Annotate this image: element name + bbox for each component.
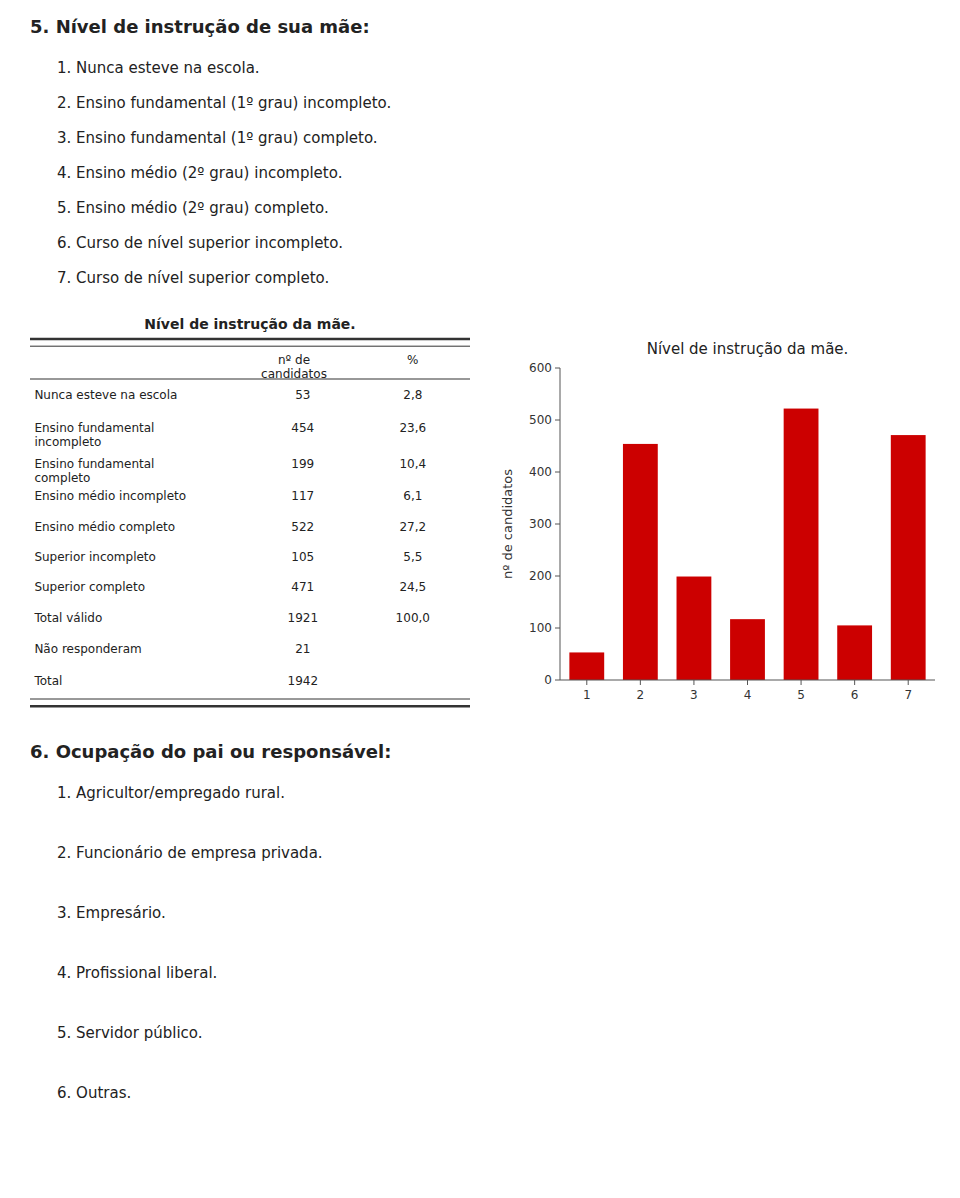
table-rule	[30, 378, 470, 379]
x-tick	[854, 680, 855, 685]
question-item: 6. Outras.	[57, 1084, 131, 1102]
bar	[837, 625, 872, 680]
question-item: 1. Agricultor/empregado rural.	[57, 784, 285, 802]
y-tick-label: 600	[529, 361, 552, 375]
table-cell: Superior completo	[34, 580, 145, 594]
table-cell: Nunca esteve na escola	[34, 388, 177, 402]
x-tick-label: 2	[637, 688, 645, 702]
background	[0, 0, 960, 1198]
table-cell: 27,2	[399, 520, 426, 534]
x-tick	[640, 680, 641, 685]
bar	[569, 652, 604, 680]
table-cell: 2,8	[403, 388, 422, 402]
y-tick-label: 400	[529, 465, 552, 479]
y-tick	[555, 628, 560, 629]
table-cell: Não responderam	[34, 642, 141, 656]
x-tick-label: 7	[904, 688, 912, 702]
bar	[891, 435, 926, 680]
y-tick	[555, 680, 560, 681]
x-tick-label: 3	[690, 688, 698, 702]
x-tick	[908, 680, 909, 685]
table-cell: 23,6	[399, 421, 426, 435]
table-cell: 53	[295, 388, 310, 402]
y-tick	[555, 472, 560, 473]
table-cell: 1921	[288, 611, 319, 625]
question-item: 4. Profissional liberal.	[57, 964, 217, 982]
bar	[677, 577, 712, 680]
table-cell: Ensino fundamentalcompleto	[34, 457, 154, 485]
y-tick-label: 0	[544, 673, 552, 687]
table-cell: 1942	[288, 674, 319, 688]
table-cell: 454	[291, 421, 314, 435]
table-cell: 10,4	[399, 457, 426, 471]
question: 6. Ocupação do pai ou responsável: 1. Agr…	[30, 741, 391, 1102]
question: 5. Nível de instrução de sua mãe: 1. Nunc…	[30, 16, 391, 287]
table: Nível de instrução da mãe. nº decandidato…	[30, 316, 470, 706]
page: 5. Nível de instrução de sua mãe: 1. Nunc…	[0, 0, 960, 1198]
question-title: 5. Nível de instrução de sua mãe:	[30, 16, 370, 37]
question-title: 6. Ocupação do pai ou responsável:	[30, 741, 391, 762]
x-tick	[693, 680, 694, 685]
table-rule	[30, 705, 470, 708]
x-tick-label: 5	[797, 688, 805, 702]
table-cell: 471	[291, 580, 314, 594]
table-rule	[30, 699, 470, 700]
table-cell: Total válido	[33, 611, 102, 625]
y-tick-label: 200	[529, 569, 552, 583]
question-item: 4. Ensino médio (2º grau) incompleto.	[57, 164, 342, 182]
table-cell: 24,5	[399, 580, 426, 594]
question-item: 6. Curso de nível superior incompleto.	[57, 234, 343, 252]
question-item: 3. Empresário.	[57, 904, 166, 922]
question-item: 7. Curso de nível superior completo.	[57, 269, 329, 287]
question-item: 2. Funcionário de empresa privada.	[57, 844, 323, 862]
y-tick	[555, 368, 560, 369]
question-item: 5. Servidor público.	[57, 1024, 203, 1042]
table-cell: Superior incompleto	[34, 550, 156, 564]
y-tick	[555, 524, 560, 525]
table-rule	[30, 346, 470, 347]
question-item: 1. Nunca esteve na escola.	[57, 59, 260, 77]
chart-title: Nível de instrução da mãe.	[647, 340, 849, 358]
question-item: 5. Ensino médio (2º grau) completo.	[57, 199, 329, 217]
x-tick-label: 4	[744, 688, 752, 702]
y-tick-label: 300	[529, 517, 552, 531]
y-tick	[555, 420, 560, 421]
table-cell: 100,0	[396, 611, 430, 625]
bars	[569, 409, 925, 680]
table-title: Nível de instrução da mãe.	[144, 316, 355, 332]
table-cell: 105	[291, 550, 314, 564]
bar	[623, 444, 658, 680]
x-tick	[586, 680, 587, 685]
table-cell: Total	[33, 674, 62, 688]
question-item: 3. Ensino fundamental (1º grau) completo…	[57, 129, 378, 147]
x-tick	[747, 680, 748, 685]
table-cell: 522	[291, 520, 314, 534]
y-tick-label: 500	[529, 413, 552, 427]
y-tick	[555, 576, 560, 577]
x-tick-label: 6	[851, 688, 859, 702]
y-tick-label: 100	[529, 621, 552, 635]
x-tick	[801, 680, 802, 685]
x-tick-label: 1	[583, 688, 591, 702]
bar	[730, 619, 765, 680]
table-cell: Ensino fundamentalincompleto	[34, 421, 154, 449]
table-cell: 21	[295, 642, 310, 656]
question-item: 2. Ensino fundamental (1º grau) incomple…	[57, 94, 391, 112]
table-cell: 5,5	[403, 550, 422, 564]
bar	[784, 409, 819, 680]
table-header: %	[407, 353, 418, 367]
table-cell: Ensino médio completo	[34, 520, 175, 534]
y-axis-label: nº de candidatos	[500, 469, 515, 579]
chart: Nível de instrução da mãe. 0 100 200 300 400 5…	[500, 340, 935, 702]
table-rule	[30, 338, 470, 341]
table-cell: Ensino médio incompleto	[34, 489, 186, 503]
table-cell: 199	[291, 457, 314, 471]
table-cell: 117	[291, 489, 314, 503]
table-cell: 6,1	[403, 489, 422, 503]
table-header: nº decandidatos	[261, 353, 327, 381]
